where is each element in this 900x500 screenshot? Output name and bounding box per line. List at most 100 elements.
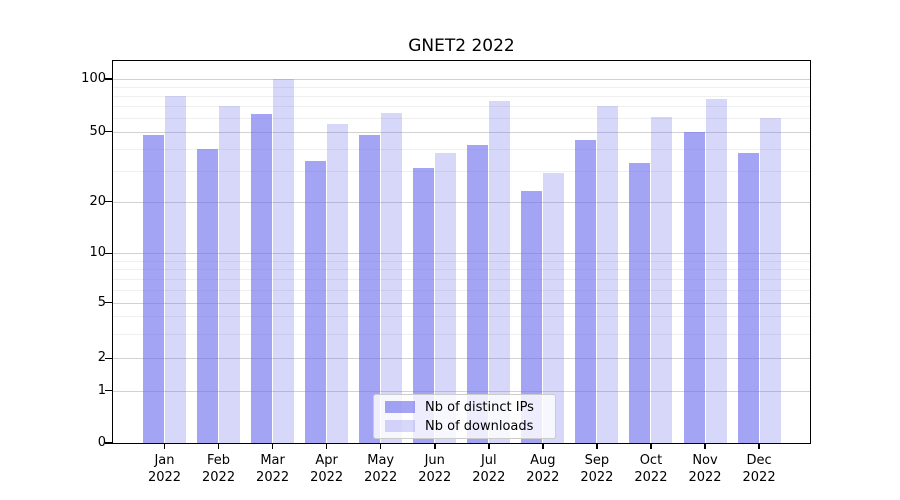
plot-area xyxy=(113,61,810,443)
bar-dec-distinct-ips xyxy=(737,152,759,443)
x-tick-label-sep: Sep 2022 xyxy=(569,452,625,486)
legend-label-distinct-ips: Nb of distinct IPs xyxy=(425,399,534,415)
bar-may-downloads xyxy=(381,112,403,443)
x-tick-label-jun: Jun 2022 xyxy=(407,452,463,486)
bar-apr-downloads xyxy=(327,124,349,443)
chart-title: GNET2 2022 xyxy=(408,36,515,56)
legend-swatch-distinct-ips xyxy=(385,401,415,413)
x-tick-month-nov: Nov xyxy=(692,453,718,468)
x-tick-year-mar: 2022 xyxy=(256,470,290,485)
bar-aug-distinct-ips xyxy=(521,190,543,443)
y-tick-label-2: 2 xyxy=(97,350,106,366)
y-tick-5 xyxy=(105,301,112,304)
x-tick-oct xyxy=(650,443,652,449)
bar-feb-downloads xyxy=(219,106,241,443)
legend-entry-downloads: Nb of downloads xyxy=(374,419,555,434)
x-tick-month-jan: Jan xyxy=(154,453,175,468)
gridline-5 xyxy=(113,302,810,304)
x-tick-label-mar: Mar 2022 xyxy=(245,452,301,486)
bar-apr-distinct-ips xyxy=(305,161,327,443)
legend-label-downloads: Nb of downloads xyxy=(425,418,534,434)
y-tick-0 xyxy=(105,442,112,444)
x-tick-year-jul: 2022 xyxy=(472,470,506,485)
x-tick-month-jun: Jun xyxy=(424,453,445,468)
x-tick-label-feb: Feb 2022 xyxy=(191,452,247,486)
x-tick-dec xyxy=(758,443,760,449)
minor-gridline-80 xyxy=(113,95,810,97)
x-tick-year-aug: 2022 xyxy=(526,470,560,485)
y-tick-100 xyxy=(105,78,112,80)
gridline-1 xyxy=(113,390,810,392)
bar-feb-distinct-ips xyxy=(197,148,219,443)
x-tick-may xyxy=(379,443,382,449)
minor-gridline-6 xyxy=(113,289,810,291)
x-tick-jan xyxy=(163,443,166,449)
x-tick-year-oct: 2022 xyxy=(634,470,668,485)
y-tick-label-1: 1 xyxy=(97,382,106,398)
gridline-20 xyxy=(113,201,810,203)
y-tick-label-50: 50 xyxy=(89,123,106,139)
x-tick-month-jul: Jul xyxy=(480,453,497,468)
y-tick-10 xyxy=(105,252,112,255)
x-tick-year-sep: 2022 xyxy=(580,470,614,485)
x-tick-label-nov: Nov 2022 xyxy=(677,452,733,486)
x-tick-year-jun: 2022 xyxy=(418,470,452,485)
minor-gridline-90 xyxy=(113,87,810,88)
x-tick-label-jan: Jan 2022 xyxy=(137,452,193,486)
x-tick-jun xyxy=(434,443,436,449)
gridline-100 xyxy=(113,79,810,80)
minor-gridline-60 xyxy=(113,117,810,119)
bar-mar-downloads xyxy=(273,79,295,443)
y-tick-2 xyxy=(105,357,112,360)
x-tick-aug xyxy=(542,443,544,449)
bar-mar-distinct-ips xyxy=(251,114,273,443)
y-tick-label-0: 0 xyxy=(97,435,106,450)
bar-jun-distinct-ips xyxy=(413,168,435,443)
x-tick-year-apr: 2022 xyxy=(310,470,344,485)
x-tick-feb xyxy=(217,443,220,449)
x-tick-label-apr: Apr 2022 xyxy=(299,452,355,486)
bar-jan-distinct-ips xyxy=(143,134,164,443)
x-tick-month-may: May xyxy=(367,453,395,468)
x-tick-year-feb: 2022 xyxy=(202,470,236,485)
bar-aug-downloads xyxy=(543,173,565,443)
minor-gridline-4 xyxy=(113,316,810,318)
minor-gridline-70 xyxy=(113,106,810,108)
legend-entry-distinct-ips: Nb of distinct IPs xyxy=(374,400,555,415)
x-tick-year-may: 2022 xyxy=(364,470,398,485)
minor-gridline-30 xyxy=(113,170,810,172)
x-tick-mar xyxy=(271,443,274,449)
y-tick-50 xyxy=(105,130,112,133)
gridline-50 xyxy=(113,131,810,133)
minor-gridline-7 xyxy=(113,278,810,280)
x-tick-month-sep: Sep xyxy=(584,453,610,468)
x-tick-year-jan: 2022 xyxy=(147,470,182,485)
y-tick-label-5: 5 xyxy=(97,294,106,310)
x-tick-label-dec: Dec 2022 xyxy=(731,452,787,486)
minor-gridline-8 xyxy=(113,269,810,271)
x-tick-year-nov: 2022 xyxy=(688,470,722,485)
legend: Nb of distinct IPs Nb of downloads xyxy=(373,394,556,439)
bar-nov-distinct-ips xyxy=(683,131,705,443)
bar-nov-downloads xyxy=(705,98,727,443)
gridline-2 xyxy=(113,358,810,360)
x-tick-month-oct: Oct xyxy=(639,453,663,468)
minor-gridline-3 xyxy=(113,333,810,335)
bar-may-distinct-ips xyxy=(359,134,381,443)
bar-jun-downloads xyxy=(435,152,457,443)
x-tick-label-may: May 2022 xyxy=(353,452,409,486)
bar-jan-downloads xyxy=(165,95,186,443)
x-tick-apr xyxy=(325,443,328,449)
x-tick-label-jul: Jul 2022 xyxy=(461,452,517,486)
minor-gridline-40 xyxy=(113,148,810,150)
y-tick-label-10: 10 xyxy=(89,245,106,261)
bar-sep-distinct-ips xyxy=(575,139,597,443)
gridline-10 xyxy=(113,253,810,255)
bar-jul-downloads xyxy=(489,100,511,443)
bar-jul-distinct-ips xyxy=(467,144,489,443)
x-tick-nov xyxy=(704,443,706,449)
x-tick-label-aug: Aug 2022 xyxy=(515,452,571,486)
legend-swatch-downloads xyxy=(385,420,415,432)
bar-dec-downloads xyxy=(759,117,781,443)
bar-oct-downloads xyxy=(651,116,673,443)
